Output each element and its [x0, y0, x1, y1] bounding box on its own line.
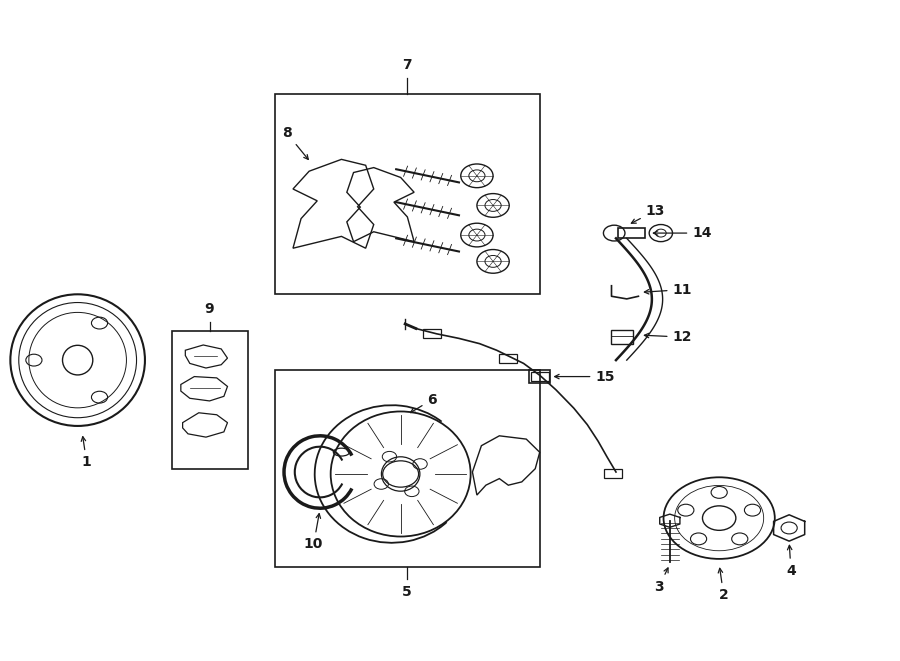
Bar: [275, 94, 540, 294]
Bar: [275, 370, 540, 567]
Text: 1: 1: [81, 437, 92, 469]
Text: 9: 9: [204, 302, 214, 316]
Bar: [610, 330, 633, 344]
Text: 14: 14: [653, 226, 712, 240]
Bar: [500, 354, 518, 363]
Text: 8: 8: [282, 126, 309, 159]
Text: 11: 11: [644, 283, 692, 297]
Text: 5: 5: [402, 586, 412, 600]
Text: 7: 7: [402, 58, 411, 72]
Text: 12: 12: [644, 330, 692, 344]
Bar: [531, 372, 549, 381]
Text: 4: 4: [786, 545, 796, 578]
Text: 2: 2: [718, 568, 728, 602]
Bar: [529, 370, 551, 383]
Text: 10: 10: [304, 514, 323, 551]
Bar: [172, 330, 248, 469]
Bar: [617, 228, 644, 239]
Bar: [604, 469, 622, 478]
Text: 15: 15: [554, 369, 615, 383]
Bar: [423, 329, 441, 338]
Text: 6: 6: [410, 393, 436, 412]
Text: 3: 3: [654, 568, 668, 594]
Text: 13: 13: [631, 204, 665, 223]
